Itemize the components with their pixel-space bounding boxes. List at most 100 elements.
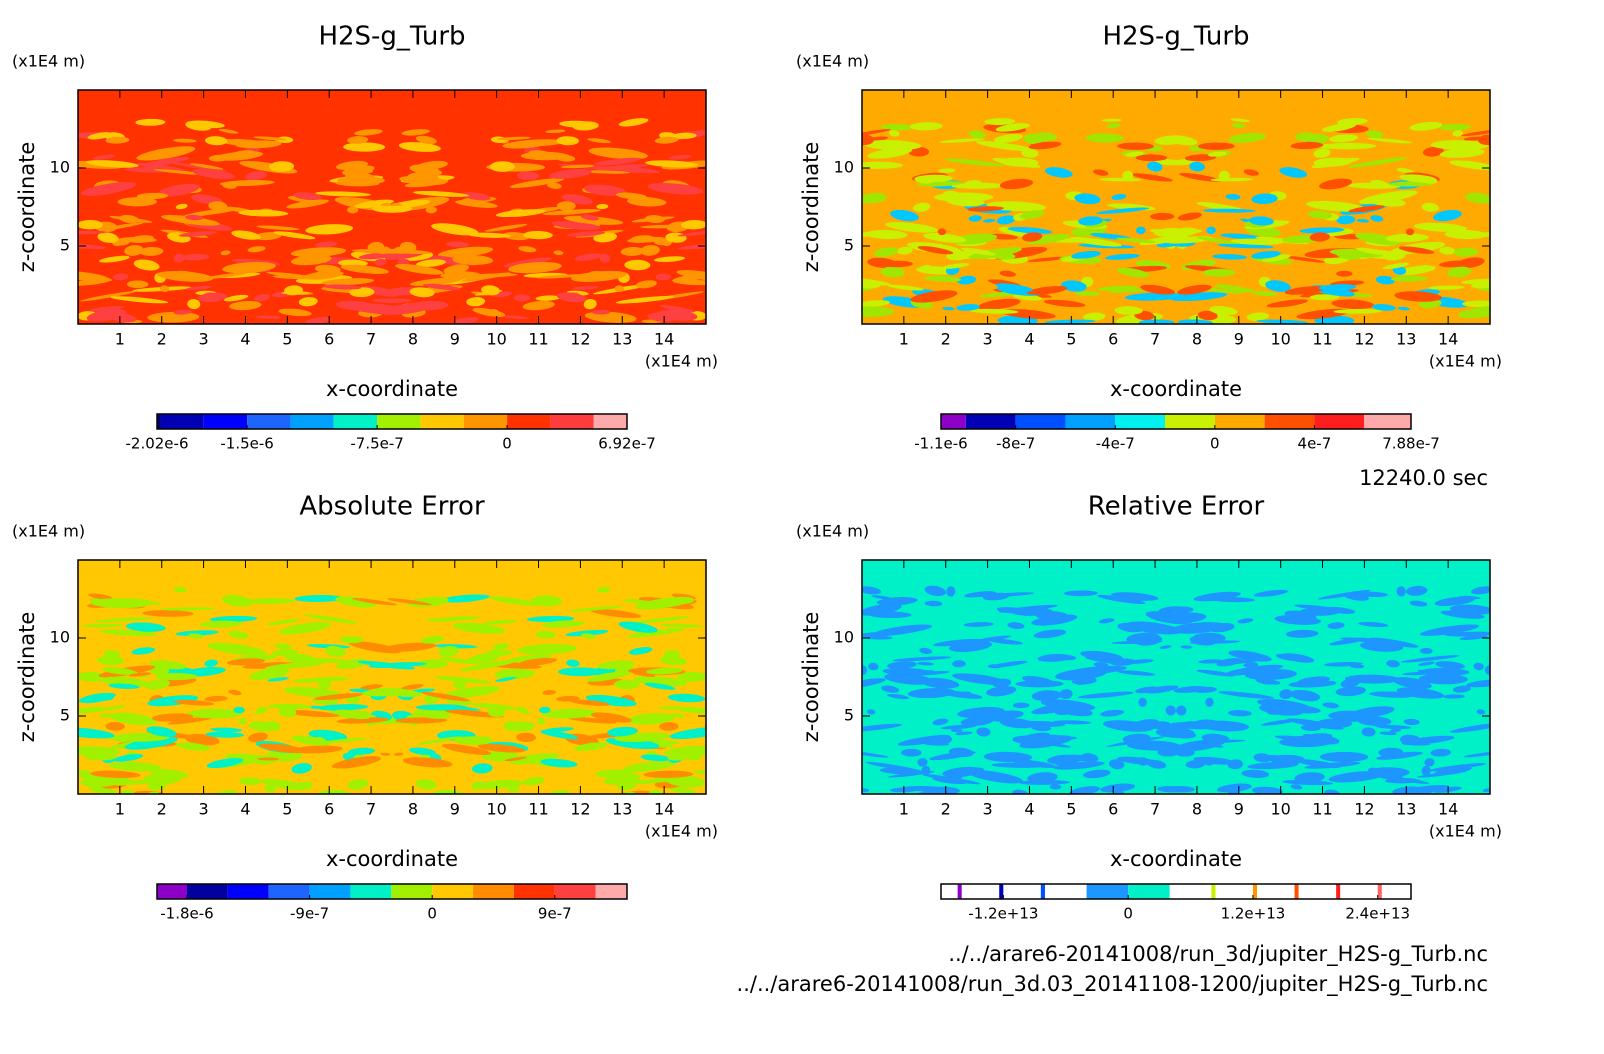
field-blob bbox=[1284, 255, 1325, 263]
field-blob bbox=[1309, 232, 1330, 242]
x-axis-label: x-coordinate bbox=[1110, 847, 1242, 871]
field-blob bbox=[228, 689, 242, 696]
field-blob bbox=[375, 246, 391, 254]
field-blob bbox=[183, 207, 242, 217]
field-blob bbox=[205, 731, 245, 738]
field-blob bbox=[572, 121, 599, 131]
field-blob bbox=[942, 263, 970, 269]
field-blob bbox=[161, 214, 220, 226]
field-blob bbox=[1203, 757, 1215, 766]
field-blob bbox=[1230, 238, 1283, 245]
field-blob bbox=[1083, 769, 1111, 779]
x-tick-label: 7 bbox=[1150, 330, 1160, 349]
colorbar-box bbox=[1086, 884, 1129, 899]
field-blob bbox=[1261, 254, 1291, 262]
field-blob bbox=[178, 231, 218, 237]
field-blob bbox=[1135, 154, 1168, 162]
plot-frame bbox=[861, 89, 1491, 325]
field-blob bbox=[1420, 667, 1470, 676]
field-blob bbox=[1097, 594, 1146, 604]
x-tick-label: 14 bbox=[1438, 800, 1458, 819]
field-blob bbox=[437, 246, 494, 258]
field-blob bbox=[337, 259, 368, 267]
field-blob bbox=[1206, 226, 1216, 235]
field-blob bbox=[336, 717, 389, 724]
field-blob bbox=[1470, 586, 1490, 595]
field-blob bbox=[407, 172, 440, 183]
field-blob bbox=[1348, 157, 1408, 168]
field-blob bbox=[321, 278, 375, 286]
colorbar-tick-label: -2.02e-6 bbox=[126, 435, 189, 453]
field-blob bbox=[1466, 679, 1490, 688]
field-blob bbox=[1117, 142, 1155, 150]
field-blob bbox=[146, 726, 177, 737]
field-blob bbox=[1031, 724, 1052, 732]
colorbar-tick-label: 1.2e+13 bbox=[1221, 905, 1286, 923]
field-blob bbox=[910, 290, 958, 303]
field-blob bbox=[965, 180, 982, 186]
field-blob bbox=[1465, 192, 1490, 204]
field-blob bbox=[347, 136, 369, 144]
field-blob bbox=[1172, 747, 1195, 757]
field-blob bbox=[501, 315, 529, 320]
field-blob bbox=[1421, 765, 1431, 776]
field-blob bbox=[1293, 735, 1337, 742]
field-blob bbox=[1266, 299, 1309, 308]
field-blob bbox=[862, 300, 890, 308]
field-blob bbox=[984, 118, 1016, 126]
field-blob bbox=[315, 191, 371, 197]
field-blob bbox=[999, 270, 1016, 277]
field-blob bbox=[545, 129, 566, 134]
field-blob bbox=[967, 206, 1004, 212]
colorbar-tick-label: -1.1e-6 bbox=[914, 435, 967, 453]
y-tick-label: 5 bbox=[60, 706, 70, 725]
colorbar-box bbox=[957, 884, 962, 899]
colorbar-box bbox=[157, 414, 161, 429]
field-blob bbox=[913, 202, 931, 212]
field-blob bbox=[1459, 635, 1488, 640]
y-tick-label: 10 bbox=[50, 628, 70, 647]
field-blob bbox=[677, 229, 706, 237]
field-blob bbox=[1409, 121, 1443, 131]
field-blob bbox=[495, 676, 517, 682]
plot-frame bbox=[77, 559, 707, 795]
field-blob bbox=[1215, 284, 1255, 293]
colorbar-box bbox=[1065, 414, 1116, 429]
field-blob bbox=[504, 756, 527, 762]
field-blob bbox=[1193, 686, 1217, 693]
field-blob bbox=[862, 282, 881, 289]
colorbar-box bbox=[391, 884, 433, 899]
field-blob bbox=[467, 653, 500, 664]
x-tick-label: 2 bbox=[157, 330, 167, 349]
field-blob bbox=[540, 758, 578, 768]
field-blob bbox=[1392, 677, 1432, 690]
field-blob bbox=[1322, 702, 1339, 709]
field-blob bbox=[1033, 629, 1067, 639]
field-blob bbox=[1225, 664, 1284, 676]
field-blob bbox=[1044, 319, 1096, 324]
x-tick-label: 3 bbox=[983, 330, 993, 349]
x-tick-label: 4 bbox=[240, 800, 250, 819]
field-blob bbox=[291, 735, 331, 746]
field-blob bbox=[1208, 151, 1227, 157]
field-blob bbox=[290, 247, 347, 258]
field-blob bbox=[999, 157, 1039, 167]
x-tick-label: 3 bbox=[199, 330, 209, 349]
field-blob bbox=[269, 161, 295, 172]
field-blob bbox=[204, 695, 228, 702]
field-blob bbox=[983, 751, 1033, 763]
field-blob bbox=[133, 259, 160, 271]
x-unit: (x1E4 m) bbox=[645, 352, 718, 371]
field-blob bbox=[1052, 720, 1092, 725]
field-blob bbox=[294, 594, 344, 603]
field-blob bbox=[932, 777, 968, 785]
field-blob bbox=[185, 285, 212, 291]
colorbar-box bbox=[432, 884, 474, 899]
field-blob bbox=[1443, 694, 1465, 699]
x-tick-label: 1 bbox=[899, 330, 909, 349]
field-blob bbox=[1159, 612, 1207, 624]
field-blob bbox=[1031, 614, 1078, 626]
x-tick-label: 7 bbox=[366, 330, 376, 349]
field-blob bbox=[518, 246, 537, 253]
x-tick-label: 13 bbox=[612, 330, 632, 349]
